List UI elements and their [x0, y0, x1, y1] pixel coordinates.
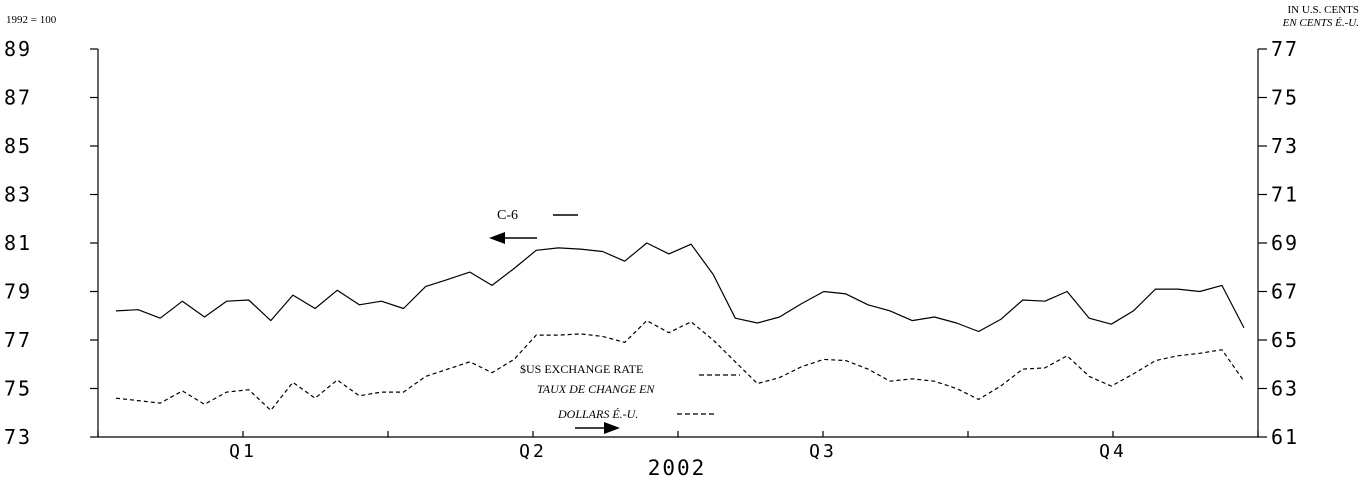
quarter-label: Q1: [229, 441, 257, 462]
quarter-label: Q4: [1099, 441, 1127, 462]
left-tick-label: 83: [4, 183, 32, 207]
left-arrow-icon: [489, 232, 537, 244]
legend-fx-label-fr-1: TAUX DE CHANGE EN: [537, 382, 655, 396]
right-tick-label: 63: [1271, 377, 1299, 401]
x-axis-label: 2002: [648, 456, 707, 478]
right-arrow-icon: [575, 422, 620, 434]
left-tick-label: 85: [4, 134, 32, 158]
right-tick-label: 77: [1271, 37, 1299, 61]
right-tick-label: 73: [1271, 134, 1299, 158]
left-tick-label: 87: [4, 86, 32, 110]
left-tick-label: 77: [4, 328, 32, 352]
quarter-label: Q3: [809, 441, 837, 462]
series-fx-line: [115, 320, 1245, 411]
series-c6-line: [115, 242, 1245, 333]
right-tick-label: 69: [1271, 231, 1299, 255]
quarter-label: Q2: [519, 441, 547, 462]
index-base-label: 1992 = 100: [6, 14, 57, 26]
left-tick-label: 75: [4, 377, 32, 401]
right-tick-label: 67: [1271, 280, 1299, 304]
right-axis-unit-en: IN U.S. CENTS: [1287, 4, 1359, 16]
right-tick-label: 65: [1271, 328, 1299, 352]
right-axis-unit-fr: EN CENTS É.-U.: [1282, 17, 1359, 29]
x-axis-ticks: Q1 Q2 Q3 Q4: [97, 431, 1259, 462]
left-tick-label: 79: [4, 280, 32, 304]
left-axis-ticks: 73 75 77 79 81 83 85 87 89: [4, 37, 98, 449]
right-tick-label: 71: [1271, 183, 1299, 207]
series-layer: [115, 242, 1245, 411]
legend-c6-label: C-6: [497, 208, 518, 223]
left-tick-label: 73: [4, 425, 32, 449]
right-axis-ticks: 61 63 65 67 69 71 73 75 77: [1258, 37, 1299, 449]
axes: [97, 49, 1259, 438]
left-tick-label: 89: [4, 37, 32, 61]
left-tick-label: 81: [4, 231, 32, 255]
legend-fx-label-fr-2: DOLLARS É.-U.: [557, 407, 638, 421]
right-tick-label: 61: [1271, 425, 1299, 449]
right-tick-label: 75: [1271, 86, 1299, 110]
legend-fx-label: $US EXCHANGE RATE: [520, 362, 643, 376]
